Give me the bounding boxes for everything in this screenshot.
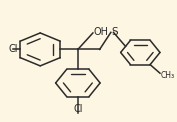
Text: Cl: Cl xyxy=(73,104,83,114)
Text: S: S xyxy=(111,27,118,37)
Text: Cl: Cl xyxy=(8,44,18,54)
Text: OH: OH xyxy=(94,27,109,37)
Text: CH₃: CH₃ xyxy=(161,71,175,80)
